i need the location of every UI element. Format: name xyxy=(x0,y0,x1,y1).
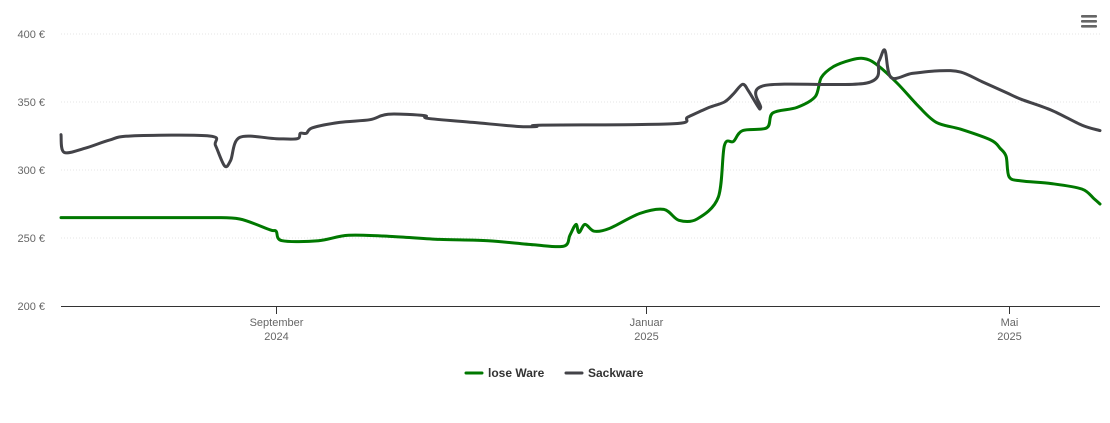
legend-label: lose Ware xyxy=(488,366,545,380)
series-lines xyxy=(59,48,1102,249)
y-tick-label: 200 € xyxy=(17,301,45,313)
gridlines xyxy=(61,33,1100,239)
y-tick-label: 250 € xyxy=(17,233,45,245)
x-tick-label-year: 2024 xyxy=(264,331,288,343)
series-line-lose-ware xyxy=(59,56,1102,249)
x-tick-label-month: Mai xyxy=(1001,317,1019,329)
x-tick-label-month: September xyxy=(250,317,304,329)
legend: lose Ware Sackware xyxy=(464,366,644,380)
series-line-sackware xyxy=(59,48,1102,169)
y-tick-label: 400 € xyxy=(17,29,45,41)
hamburger-menu-icon xyxy=(1081,15,1097,28)
y-tick-label: 300 € xyxy=(17,165,45,177)
y-tick-label: 350 € xyxy=(17,97,45,109)
legend-label: Sackware xyxy=(588,366,644,380)
x-axis: September 2024 Januar 2025 Mai 2025 xyxy=(61,306,1100,343)
x-tick-label-month: Januar xyxy=(630,317,664,329)
y-axis: 200 € 250 € 300 € 350 € 400 € xyxy=(17,29,45,313)
x-tick-label-year: 2025 xyxy=(634,331,658,343)
chart-menu-button[interactable] xyxy=(1078,11,1100,31)
x-tick-label-year: 2025 xyxy=(997,331,1021,343)
